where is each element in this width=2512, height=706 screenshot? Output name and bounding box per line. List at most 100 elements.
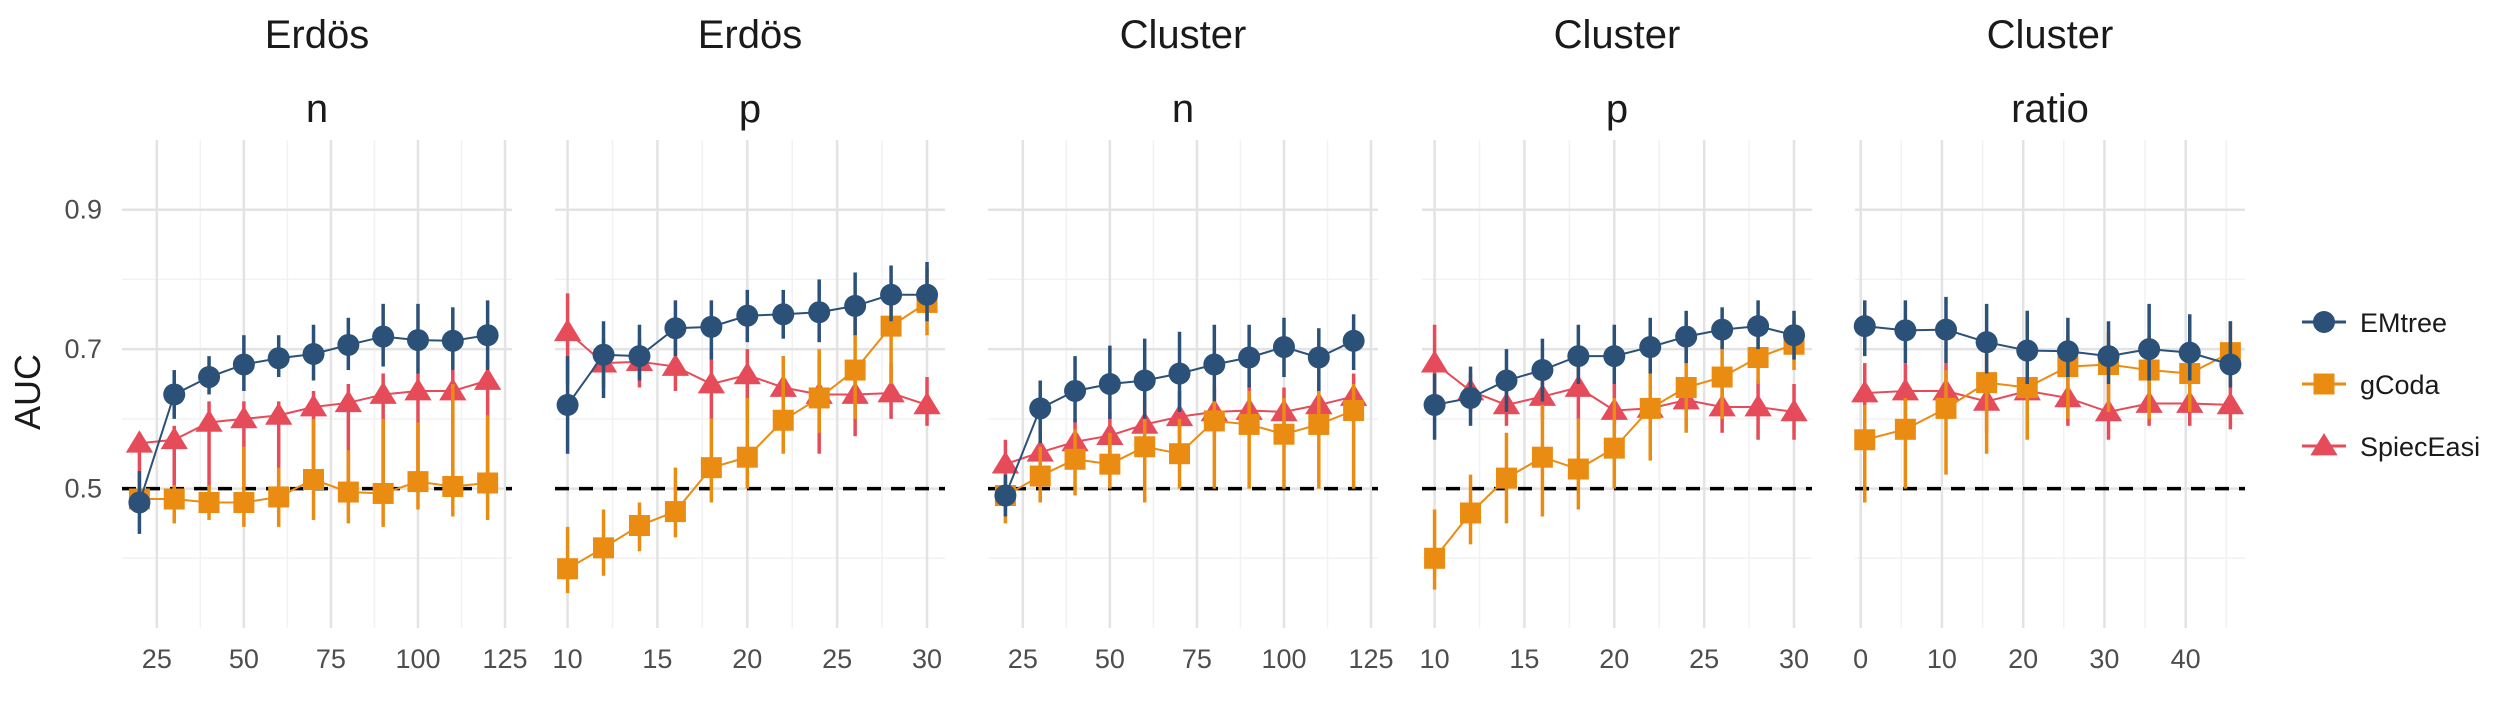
x-tick-label: 75 xyxy=(316,644,346,674)
data-point xyxy=(195,409,223,432)
panel-title-line: Cluster xyxy=(1120,13,1247,57)
data-point xyxy=(337,481,359,503)
panel-title-line: p xyxy=(1606,87,1628,131)
y-tick-label: 0.5 xyxy=(64,474,102,504)
panel-title-line: Erdös xyxy=(698,13,803,57)
data-point xyxy=(1564,374,1593,397)
data-point xyxy=(1783,324,1806,347)
data-point xyxy=(302,343,325,366)
data-point xyxy=(1780,398,1808,422)
data-point xyxy=(1853,315,1876,338)
data-point xyxy=(1603,437,1625,459)
series-line xyxy=(1864,351,2231,441)
data-point xyxy=(372,325,395,348)
data-point xyxy=(407,471,429,493)
data-point xyxy=(1675,325,1698,348)
legend-label: EMtree xyxy=(2360,308,2447,338)
data-point xyxy=(1854,429,1876,451)
x-tick-label: 50 xyxy=(229,644,259,674)
data-point xyxy=(372,482,394,504)
data-point xyxy=(1603,345,1626,368)
data-point xyxy=(1567,458,1589,480)
data-point xyxy=(1273,423,1295,445)
y-tick-label: 0.7 xyxy=(64,334,102,364)
data-point xyxy=(557,558,579,580)
data-point xyxy=(163,383,186,406)
data-point xyxy=(733,361,761,385)
panel-4: Cluster p 10 15 20 25 30 xyxy=(1420,13,1812,674)
data-point xyxy=(736,304,759,327)
data-point xyxy=(441,329,464,352)
data-point xyxy=(772,409,794,431)
x-tick-label: 10 xyxy=(553,644,583,674)
panel-title-line: p xyxy=(739,87,761,131)
data-point xyxy=(303,469,325,491)
data-point xyxy=(1639,336,1662,359)
data-point xyxy=(556,393,579,416)
data-point xyxy=(1460,502,1482,524)
x-tick-label: 10 xyxy=(1927,644,1957,674)
data-point xyxy=(128,491,151,514)
x-tick-label: 10 xyxy=(1420,644,1450,674)
data-point xyxy=(2016,376,2038,398)
series-emtree xyxy=(1853,296,2242,388)
panel-title-line: ratio xyxy=(2011,87,2089,131)
data-point xyxy=(473,367,502,390)
data-point xyxy=(593,537,615,559)
data-point xyxy=(1423,393,1446,416)
legend-item-gcoda: gCoda xyxy=(2302,370,2441,400)
data-point xyxy=(1747,347,1769,369)
legend-key-marker xyxy=(2313,311,2335,333)
data-point xyxy=(477,472,499,494)
series-emtree xyxy=(556,262,939,454)
data-point xyxy=(1744,394,1772,417)
data-point xyxy=(1168,362,1191,385)
data-point xyxy=(1064,448,1086,470)
data-point xyxy=(1169,443,1191,465)
data-point xyxy=(267,347,290,370)
x-tick-label: 20 xyxy=(2008,644,2038,674)
data-point xyxy=(1495,467,1517,489)
legend-label: gCoda xyxy=(2360,370,2441,400)
panel-title-line: Cluster xyxy=(1987,13,2114,57)
data-point xyxy=(1711,318,1734,341)
data-point xyxy=(844,359,866,381)
series-gcoda xyxy=(994,384,1365,524)
data-point xyxy=(697,371,726,394)
x-tick-label: 50 xyxy=(1095,644,1125,674)
data-point xyxy=(1133,369,1156,392)
series-line xyxy=(1864,389,2231,413)
data-point xyxy=(2219,353,2242,376)
data-point xyxy=(700,315,723,338)
data-point xyxy=(334,389,362,413)
legend: EMtree gCoda SpiecEasi xyxy=(2302,308,2480,462)
data-point xyxy=(1029,465,1051,487)
data-point xyxy=(163,488,185,510)
data-point xyxy=(592,343,615,366)
data-point xyxy=(1165,403,1194,427)
data-point xyxy=(1891,377,1920,401)
x-tick-label: 100 xyxy=(1261,644,1306,674)
x-tick-label: 25 xyxy=(1008,644,1038,674)
data-point xyxy=(1099,453,1121,475)
data-point xyxy=(1851,380,1879,403)
data-point xyxy=(406,329,429,352)
data-point xyxy=(1029,397,1052,420)
data-point xyxy=(1894,418,1916,440)
data-point xyxy=(1307,346,1330,369)
x-tick-label: 125 xyxy=(483,644,528,674)
panel-title-line: Cluster xyxy=(1554,13,1681,57)
panel-1: Erdös n 0.5 0.7 0.9 25 50 75 100 125 xyxy=(64,13,527,674)
data-point xyxy=(1064,379,1087,402)
data-point xyxy=(1976,372,1998,394)
panel-title-line: Erdös xyxy=(265,13,370,57)
data-point xyxy=(1531,359,1554,382)
data-point xyxy=(1424,547,1446,569)
x-tick-label: 20 xyxy=(1599,644,1629,674)
data-point xyxy=(1098,373,1121,395)
data-point xyxy=(125,430,154,453)
data-point xyxy=(442,475,464,497)
data-point xyxy=(369,381,397,404)
data-point xyxy=(2178,341,2201,364)
